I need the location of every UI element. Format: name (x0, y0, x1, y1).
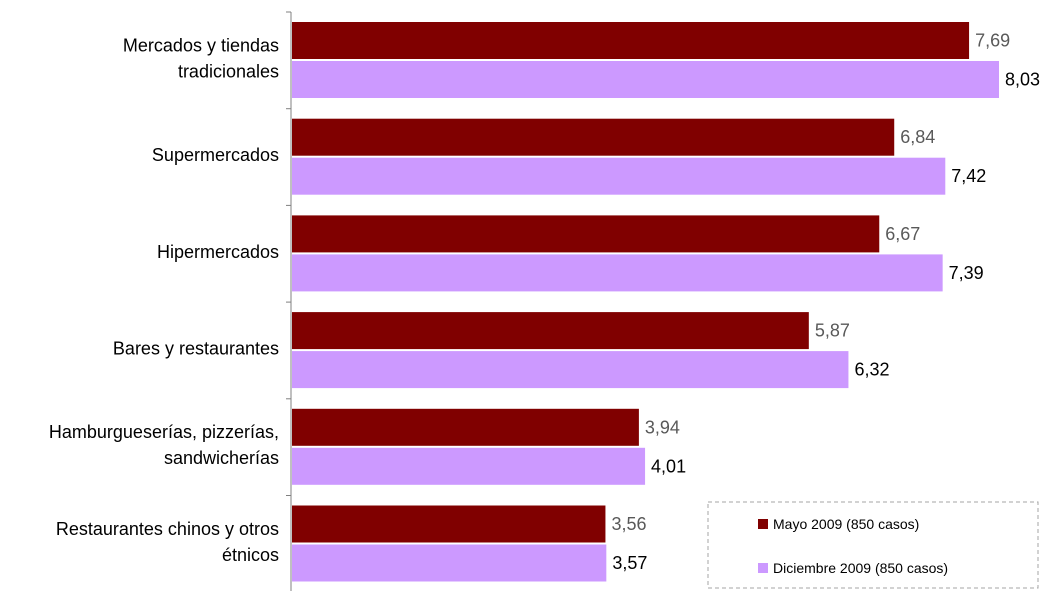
legend-box (707, 501, 1039, 589)
bar-mayo (292, 215, 880, 253)
bar-mayo (292, 312, 809, 350)
value-label: 3,57 (612, 553, 647, 573)
bar-diciembre (292, 157, 946, 195)
value-label: 7,42 (951, 166, 986, 186)
bar-mayo (292, 408, 639, 446)
value-label: 7,39 (949, 263, 984, 283)
legend: Mayo 2009 (850 casos) Diciembre 2009 (85… (707, 501, 1039, 589)
value-label: 6,67 (885, 224, 920, 244)
category-label: sandwicherías (164, 448, 279, 468)
legend-label-mayo: Mayo 2009 (850 casos) (773, 516, 919, 532)
value-label: 6,32 (854, 360, 889, 380)
value-label: 4,01 (651, 456, 686, 476)
bar-diciembre (292, 61, 999, 98)
legend-swatch-mayo (758, 519, 768, 529)
category-label: Hipermercados (157, 242, 279, 262)
value-labels: 7,69 8,03 6,84 7,42 6,67 7,39 5,876,32 3,94 4,01… (611, 31, 1040, 574)
value-label: 3,56 (611, 514, 646, 534)
value-label: 8,03 (1005, 70, 1040, 90)
bar-diciembre (292, 544, 607, 582)
value-label: 3,94 (645, 417, 680, 437)
value-label: 7,69 (975, 31, 1010, 51)
value-label: 6,84 (900, 127, 935, 147)
category-label: Hamburgueserías, pizzerías, (49, 422, 279, 442)
category-label: étnicos (222, 545, 279, 565)
category-label: Bares y restaurantes (113, 338, 279, 358)
category-labels: Mercados y tiendas tradicionales Supermerc… (49, 35, 279, 565)
category-label: Supermercados (152, 145, 279, 165)
bar-mayo (292, 22, 970, 59)
legend-label-diciembre: Diciembre 2009 (850 casos) (773, 560, 948, 576)
bar-mayo (292, 118, 895, 156)
legend-swatch-diciembre (758, 563, 768, 573)
value-label: 5,87 (815, 321, 850, 341)
category-label: Mercados y tiendas (123, 35, 279, 55)
bar-diciembre (292, 254, 943, 292)
bar-diciembre (292, 351, 849, 389)
category-label: tradicionales (178, 61, 279, 81)
category-label: Restaurantes chinos y otros (56, 519, 279, 539)
bars-group (292, 22, 999, 582)
bar-mayo (292, 505, 606, 543)
y-axis-ticks (286, 11, 291, 496)
bar-diciembre (292, 447, 646, 485)
